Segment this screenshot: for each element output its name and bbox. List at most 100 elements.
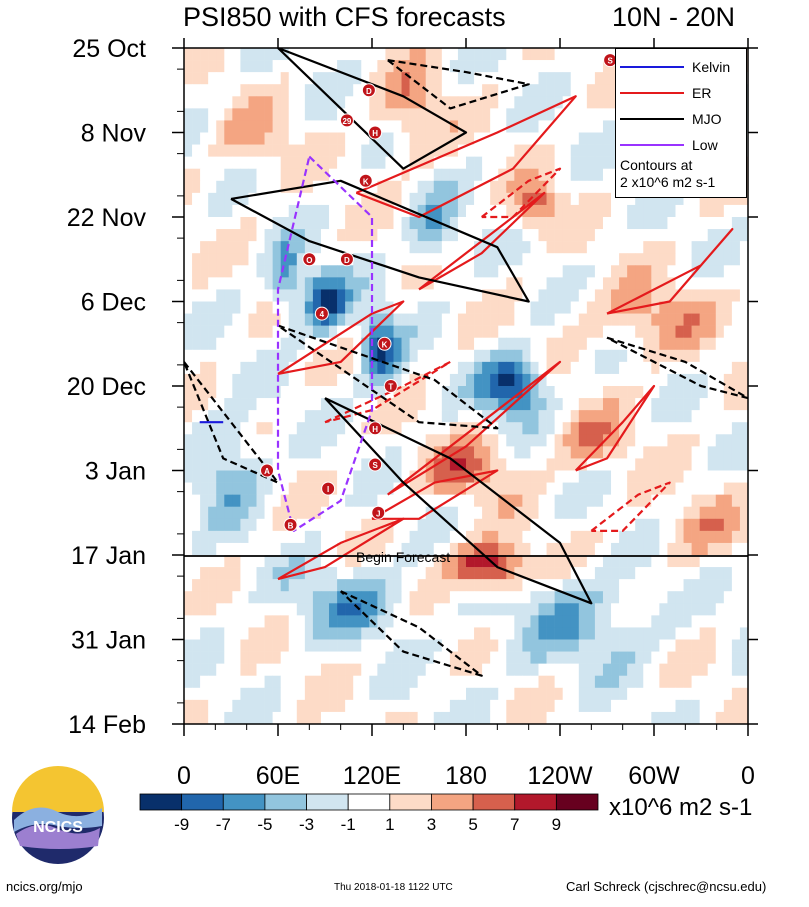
heatmap-cell	[288, 108, 298, 121]
heatmap-cell	[208, 699, 217, 713]
heatmap-cell	[353, 422, 362, 435]
heatmap-cell	[312, 506, 322, 520]
heatmap-cell	[216, 386, 225, 399]
heatmap-cell	[586, 361, 596, 375]
heatmap-cell	[570, 84, 580, 97]
heatmap-cell	[578, 482, 588, 495]
heatmap-cell	[192, 518, 201, 532]
heatmap-cell	[377, 398, 386, 411]
heatmap-cell	[385, 144, 394, 157]
ncics-logo: NCICS	[12, 766, 104, 864]
heatmap-cell	[320, 84, 330, 97]
heatmap-cell	[635, 627, 644, 640]
heatmap-cell	[184, 96, 193, 109]
heatmap-cell	[675, 542, 684, 556]
heatmap-cell	[723, 506, 733, 520]
heatmap-cell	[474, 639, 483, 652]
heatmap-cell	[707, 422, 717, 435]
heatmap-cell	[393, 615, 402, 628]
heatmap-cell	[538, 277, 547, 290]
heatmap-cell	[353, 711, 362, 724]
heatmap-cell	[474, 699, 483, 713]
heatmap-cell	[522, 132, 531, 145]
heatmap-cell	[288, 603, 298, 616]
heatmap-cell	[498, 542, 507, 556]
legend-swatch-er	[620, 92, 684, 94]
heatmap-cell	[208, 675, 217, 689]
heatmap-cell	[699, 615, 709, 628]
heatmap-cell	[337, 313, 346, 326]
heatmap-cell	[498, 434, 507, 447]
heatmap-cell	[506, 48, 515, 61]
storm-marker-symbol	[377, 336, 392, 351]
heatmap-cell	[546, 60, 555, 73]
heatmap-cell	[538, 675, 547, 689]
heatmap-cell	[490, 120, 499, 133]
heatmap-cell	[715, 265, 725, 278]
heatmap-cell	[264, 687, 273, 701]
heatmap-cell	[619, 579, 628, 592]
heatmap-cell	[256, 494, 265, 508]
heatmap-cell	[184, 60, 193, 73]
heatmap-cell	[208, 494, 217, 508]
heatmap-cell	[627, 434, 636, 447]
heatmap-cell	[602, 458, 612, 471]
heatmap-cell	[409, 603, 418, 616]
heatmap-cell	[651, 518, 660, 532]
heatmap-cell	[361, 410, 370, 423]
heatmap-cell	[337, 84, 346, 97]
heatmap-cell	[184, 373, 193, 387]
heatmap-cell	[409, 277, 418, 290]
heatmap-cell	[506, 180, 515, 194]
heatmap-cell	[643, 603, 652, 616]
heatmap-cell	[723, 458, 733, 471]
heatmap-cell	[248, 48, 257, 61]
heatmap-cell	[731, 204, 741, 218]
heatmap-cell	[474, 84, 483, 97]
heatmap-cell	[337, 687, 346, 701]
heatmap-cell	[393, 651, 402, 664]
heatmap-cell	[224, 542, 233, 556]
heatmap-cell	[457, 60, 467, 73]
heatmap-cell	[739, 373, 748, 387]
heatmap-cell	[675, 699, 684, 713]
heatmap-cell	[288, 494, 298, 508]
heatmap-cell	[304, 373, 314, 387]
heatmap-cell	[272, 458, 281, 471]
heatmap-cell	[707, 591, 717, 604]
heatmap-cell	[627, 579, 636, 592]
heatmap-cell	[296, 470, 306, 483]
heatmap-cell	[377, 132, 386, 145]
heatmap-cell	[393, 289, 402, 302]
heatmap-cell	[296, 699, 306, 713]
heatmap-cell	[506, 132, 515, 145]
heatmap-cell	[554, 156, 563, 170]
heatmap-cell	[570, 518, 580, 532]
heatmap-cell	[232, 349, 241, 363]
heatmap-cell	[248, 108, 257, 121]
heatmap-cell	[506, 313, 515, 326]
heatmap-cell	[699, 241, 709, 254]
heatmap-cell	[522, 663, 531, 677]
heatmap-cell	[200, 349, 209, 363]
heatmap-cell	[619, 458, 628, 471]
heatmap-cell	[723, 494, 733, 508]
heatmap-cell	[449, 494, 459, 508]
heatmap-cell	[216, 675, 225, 689]
heatmap-cell	[554, 72, 563, 85]
heatmap-cell	[731, 639, 741, 652]
heatmap-cell	[329, 60, 338, 73]
heatmap-cell	[425, 337, 435, 351]
heatmap-cell	[256, 277, 265, 290]
heatmap-cell	[651, 289, 660, 302]
heatmap-cell	[466, 72, 475, 85]
heatmap-cell	[578, 687, 588, 701]
heatmap-cell	[554, 60, 563, 73]
heatmap-cell	[200, 446, 209, 459]
colorbar-swatch	[555, 793, 599, 811]
heatmap-cell	[224, 410, 233, 423]
heatmap-cell	[611, 349, 620, 363]
heatmap-cell	[627, 567, 636, 580]
heatmap-cell	[232, 494, 241, 508]
heatmap-cell	[643, 458, 652, 471]
